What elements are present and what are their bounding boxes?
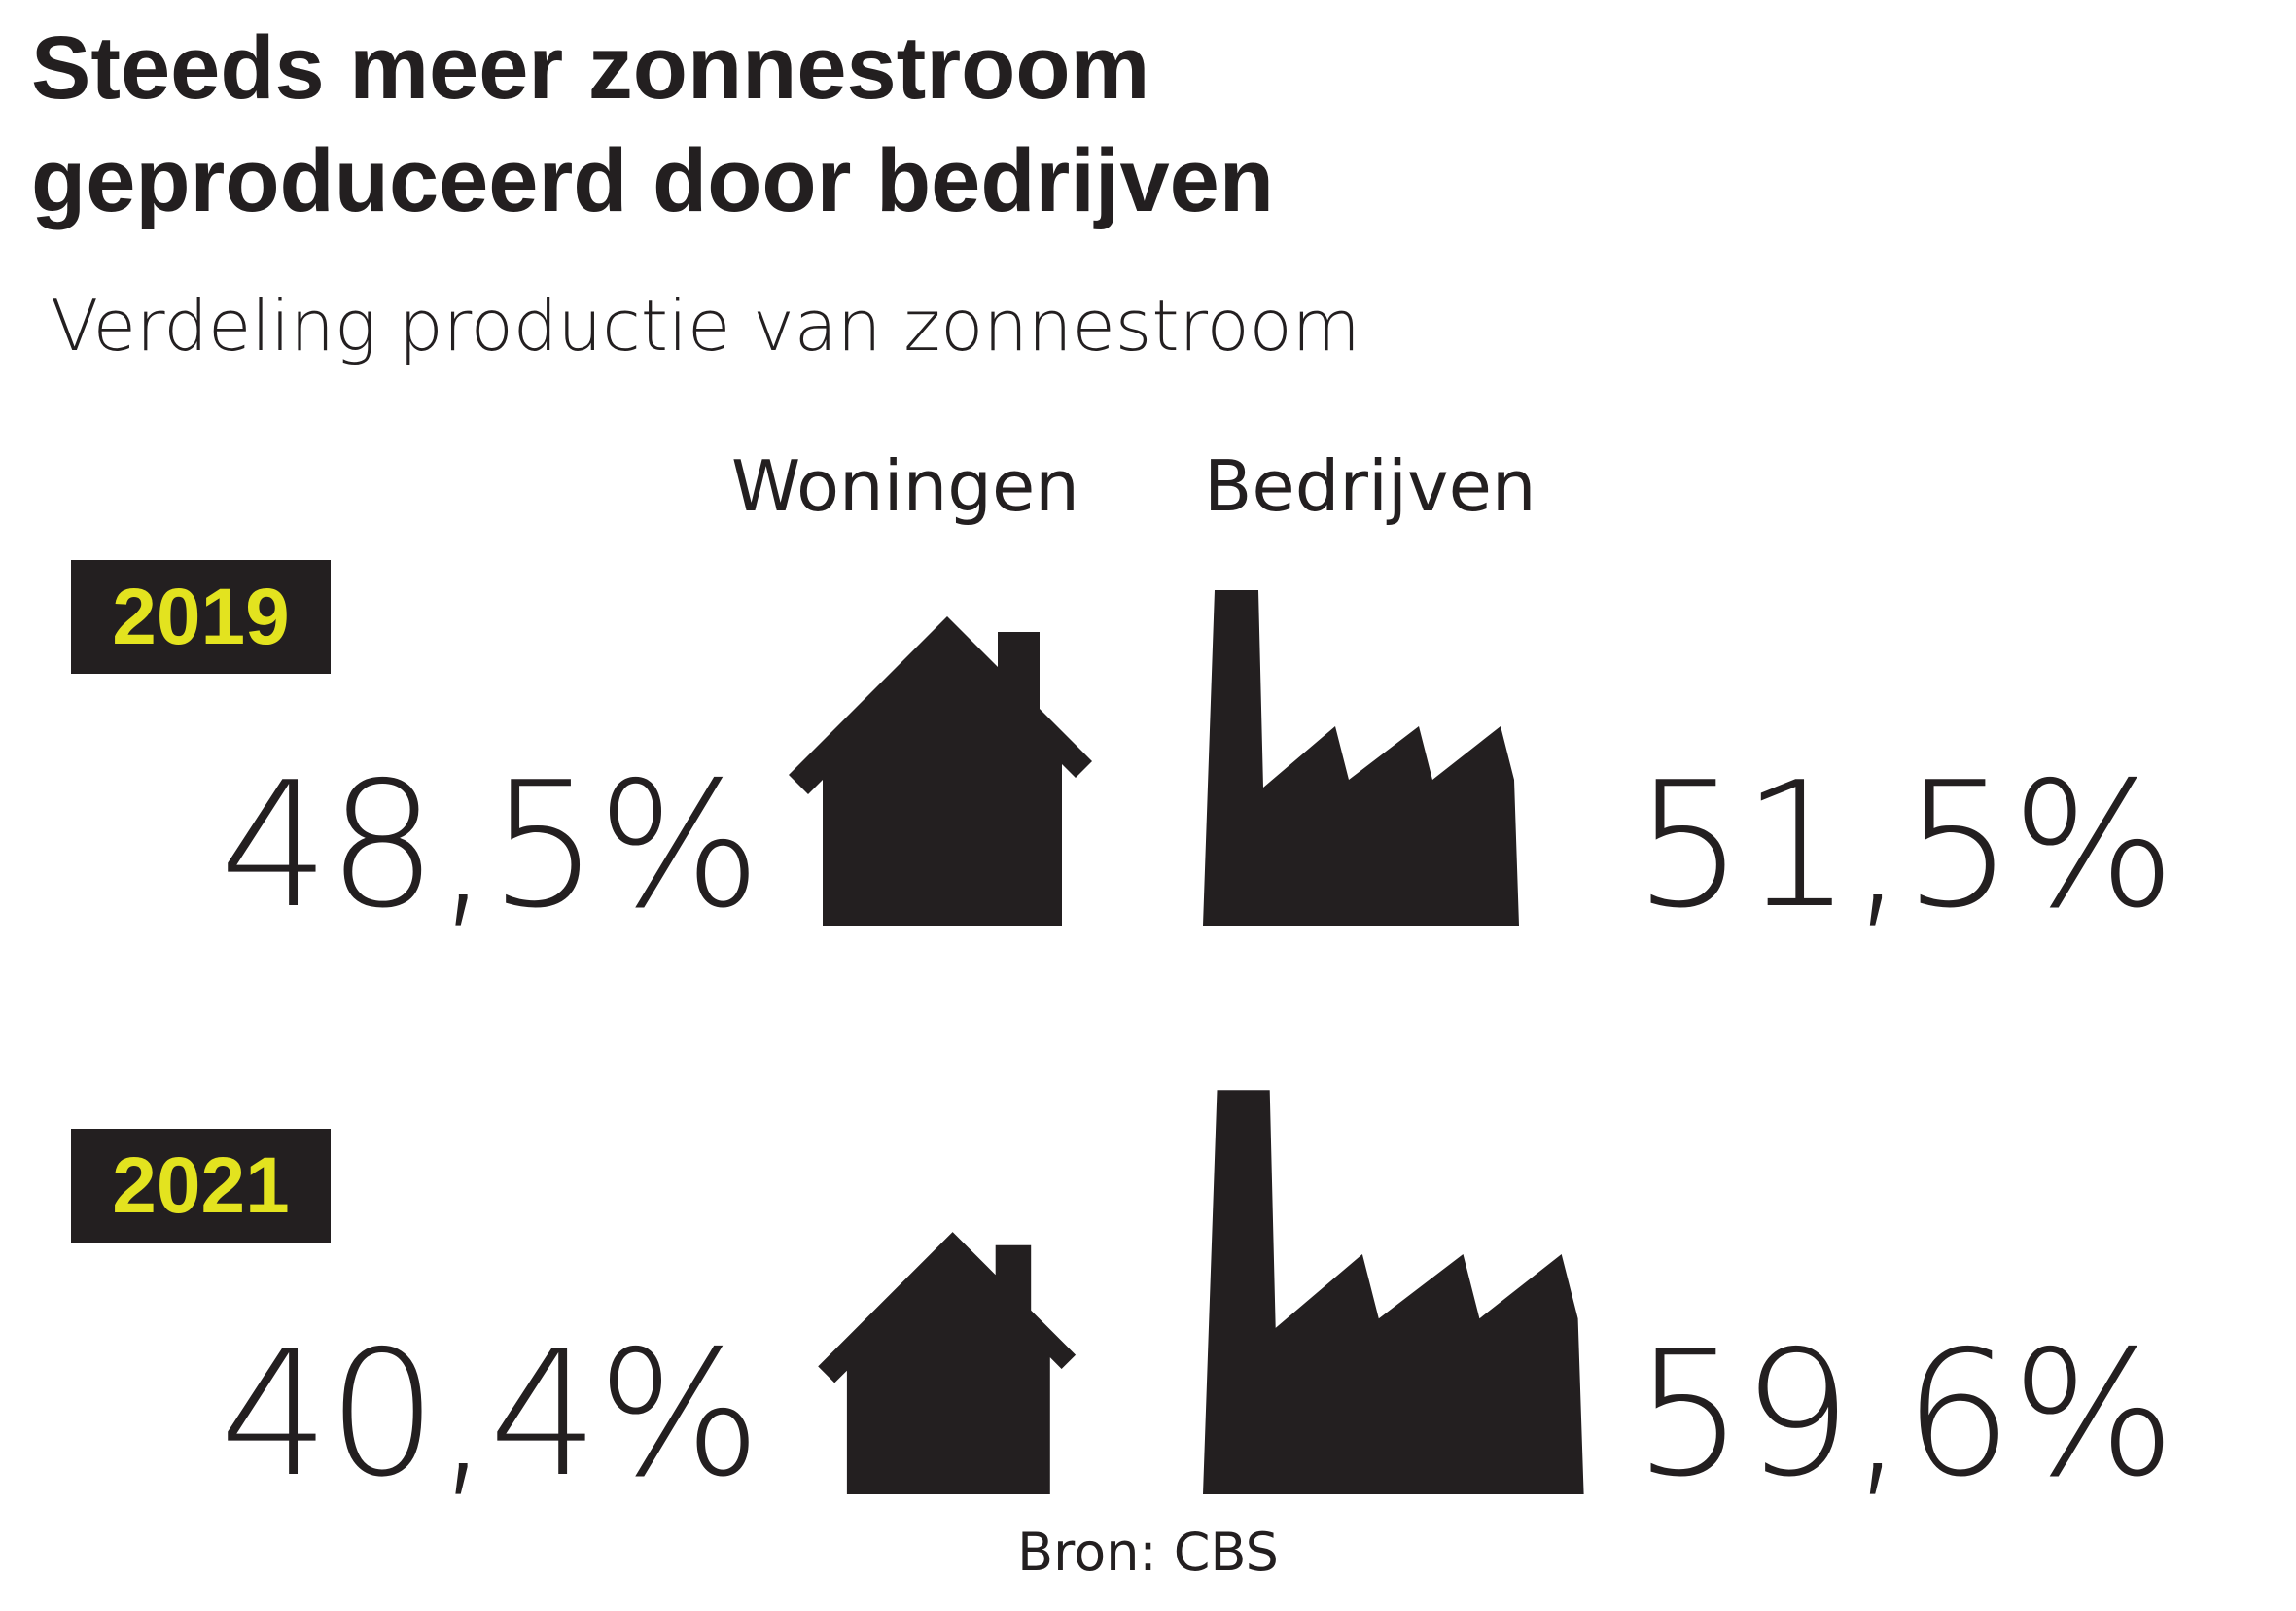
column-label-bedrijven: Bedrijven [1204, 445, 1537, 527]
source-note: Bron: CBS [1017, 1522, 1279, 1583]
year-badge-2019: 2019 [71, 560, 331, 674]
woningen-2019-value: 48,5% [219, 745, 761, 946]
chart-subtitle: Verdeling productie van zonnestroom [51, 285, 1360, 367]
column-label-woningen: Woningen [731, 445, 1079, 527]
bedrijven-2021-value: 59,6% [1634, 1313, 2175, 1515]
chart-title: Steeds meer zonnestroom geproduceerd doo… [31, 18, 1274, 230]
bedrijven-2019-value: 51,5% [1634, 745, 2175, 946]
house-icon [789, 616, 1092, 926]
year-badge-2021: 2021 [71, 1129, 331, 1243]
factory-icon [1203, 1090, 1584, 1494]
factory-icon [1203, 590, 1519, 926]
woningen-2021-value: 40,4% [219, 1313, 761, 1515]
house-icon [818, 1232, 1077, 1494]
